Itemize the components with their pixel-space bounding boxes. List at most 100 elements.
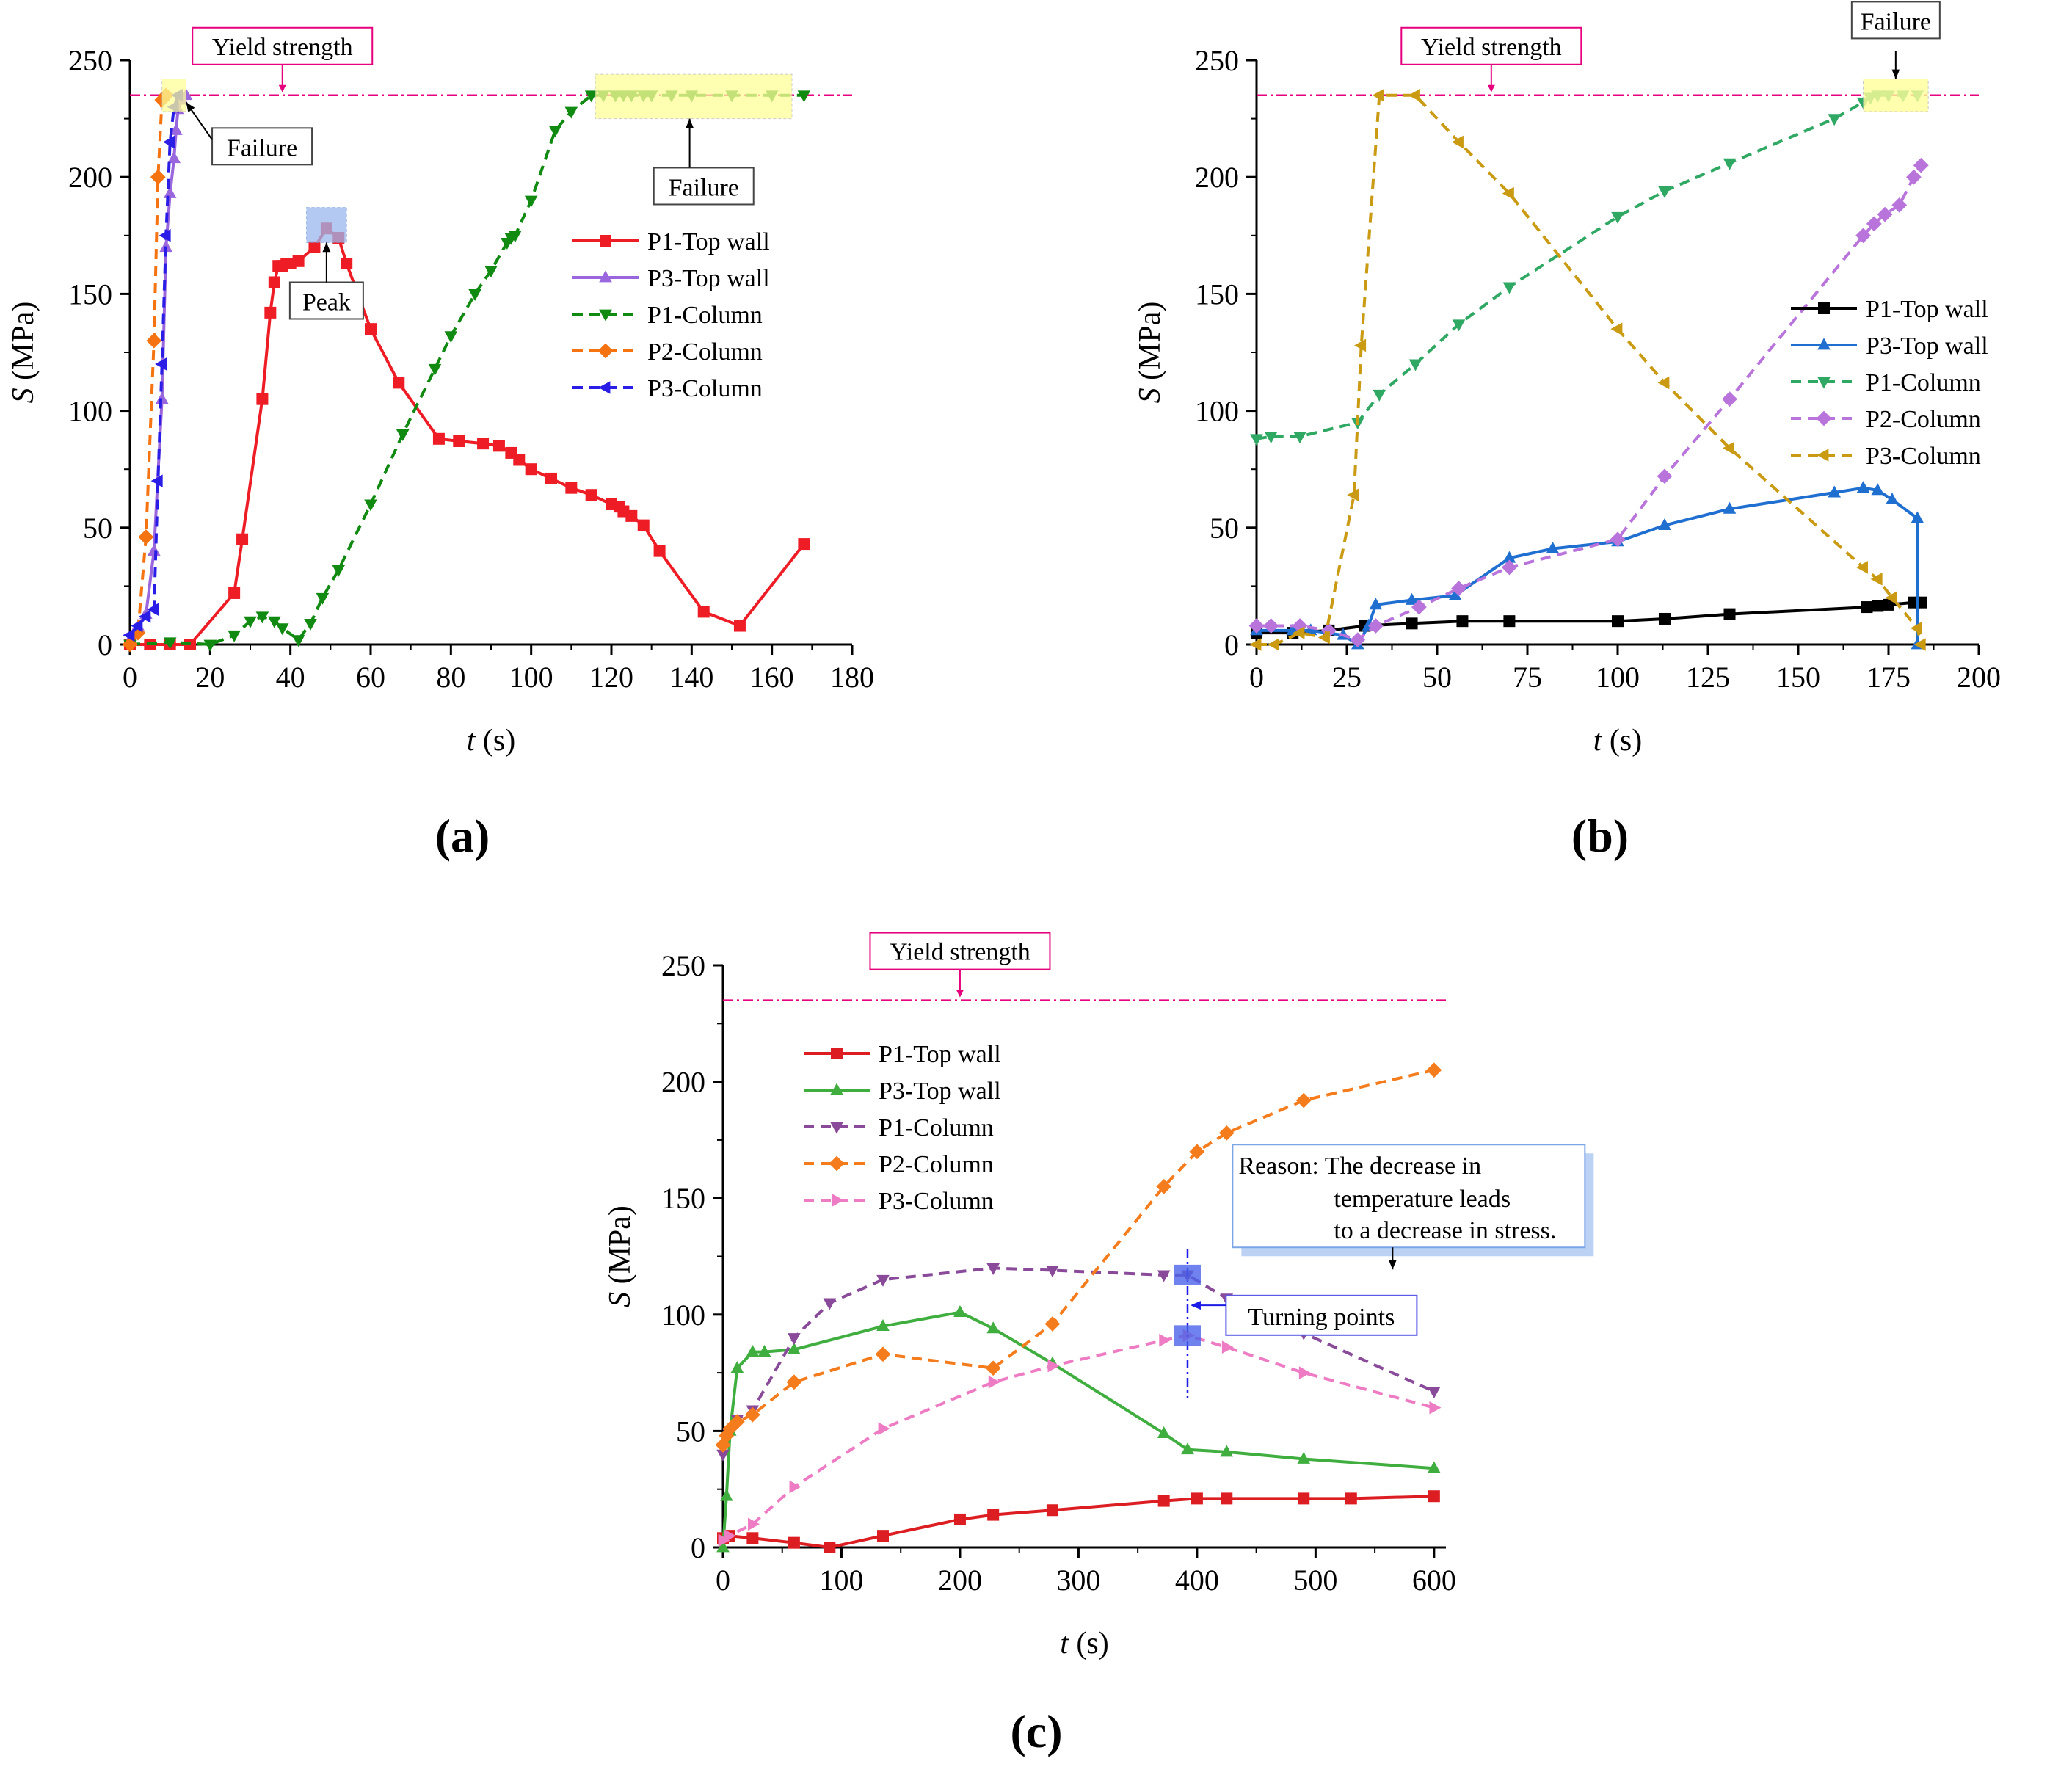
x-tick-label: 180 [830, 661, 874, 694]
legend-label: P2-Column [879, 1151, 994, 1178]
series-line [129, 93, 804, 646]
data-point [1611, 211, 1624, 224]
data-point [256, 393, 269, 405]
x-tick-label: 500 [1293, 1564, 1337, 1597]
data-point [986, 1321, 1000, 1334]
legend-marker [1817, 338, 1831, 350]
data-point [159, 229, 171, 242]
data-point [637, 519, 650, 531]
data-point [291, 635, 305, 647]
yield-label: Yield strength [1400, 26, 1582, 92]
series-p2-column [1248, 157, 1929, 648]
data-point [1855, 561, 1868, 574]
series-p3-column [718, 1329, 1442, 1547]
data-point [1248, 618, 1265, 634]
data-point [146, 333, 162, 349]
x-tick-label: 100 [509, 661, 553, 694]
x-tick-label: 0 [1249, 661, 1264, 694]
data-point [1871, 483, 1885, 496]
y-tick-label: 250 [1195, 44, 1239, 77]
data-point [1044, 1316, 1061, 1332]
data-point [513, 454, 526, 466]
data-point [525, 463, 537, 476]
reason-arrow-head [1388, 1260, 1397, 1270]
data-point [244, 616, 257, 628]
yield-label: Yield strength [869, 932, 1051, 998]
data-point [1502, 559, 1517, 576]
data-point [1828, 485, 1841, 498]
x-tick-label: 20 [195, 661, 225, 694]
x-tick-label: 75 [1513, 661, 1542, 694]
yield-label-box [869, 932, 1051, 970]
data-point [139, 609, 151, 623]
turning-point-1 [1174, 1264, 1201, 1285]
legend-label: P1-Top wall [879, 1041, 1001, 1068]
failure-callout-2-box [653, 167, 755, 206]
series-line [1256, 93, 1918, 440]
data-point [986, 1263, 1000, 1275]
peak-callout-box [288, 281, 364, 320]
yield-label-box [192, 26, 374, 65]
y-tick-label: 250 [661, 949, 705, 982]
data-point [724, 1529, 736, 1542]
legend-marker [1816, 410, 1832, 426]
data-point [719, 1428, 735, 1444]
data-point [268, 616, 281, 628]
data-point [1263, 618, 1279, 634]
data-point [1408, 359, 1422, 371]
data-point [1191, 1492, 1203, 1505]
data-point [170, 123, 183, 135]
data-point [1354, 338, 1367, 352]
legend-label: P1-Top wall [647, 228, 770, 255]
failure-callout-1-text: Failure [227, 134, 297, 161]
chart-a: 0 20 40 60 80 100 120 140 160 180 0 50 100 150 200 250 t… [7, 26, 874, 862]
data-point [264, 306, 277, 319]
data-point [492, 440, 505, 452]
panel-label: (c) [1010, 1705, 1062, 1757]
data-point [987, 1509, 1000, 1521]
yield-label-box [1400, 26, 1582, 65]
data-point [1866, 216, 1882, 232]
data-point [733, 620, 746, 632]
data-point [1913, 638, 1926, 651]
legend-label: P2-Column [1866, 406, 1981, 433]
data-point [585, 489, 597, 501]
y-tick-label: 200 [661, 1066, 705, 1099]
x-tick-label: 0 [716, 1564, 730, 1597]
legend-label: P3-Top wall [879, 1078, 1001, 1105]
legend-label: P3-Column [1866, 443, 1981, 470]
series-p1-top-wall [124, 222, 810, 650]
failure-callout: Failure [1850, 1, 1941, 40]
data-point [548, 126, 562, 138]
legend-item: P1-Top wall [804, 1041, 1001, 1068]
data-point [545, 472, 557, 484]
legend-item: P3-Top wall [804, 1078, 1001, 1105]
data-point [524, 195, 538, 208]
y-tick-label: 200 [68, 161, 112, 194]
data-point [565, 482, 578, 494]
legend-label: P1-Top wall [1866, 296, 1988, 323]
data-point [1293, 432, 1306, 444]
y-tick-label: 0 [691, 1531, 705, 1564]
data-point [444, 331, 458, 344]
data-point [1156, 1178, 1172, 1194]
data-point [1657, 376, 1670, 390]
yield-label: Yield strength [192, 26, 374, 92]
data-point [1157, 1495, 1170, 1507]
x-axis-label-unit: (s) [1069, 1627, 1109, 1660]
data-point [364, 499, 377, 512]
legend-item: P1-Column [572, 302, 763, 329]
legend-label: P1-Column [647, 302, 763, 329]
axes: 0 25 50 75 100 125 150 175 200 0 50 100 150 200 250 [1195, 44, 2001, 694]
data-point [432, 432, 445, 445]
axes: 0 20 40 60 80 100 120 140 160 180 0 50 100 150 200 250 [68, 44, 874, 694]
data-point [824, 1542, 836, 1553]
data-point [584, 90, 598, 103]
data-point [1658, 186, 1671, 198]
legend-marker [831, 1048, 843, 1059]
data-point [564, 106, 578, 119]
panel-label: (b) [1571, 810, 1629, 862]
axes: 0 100 200 300 400 500 600 0 50 100 150 200 250 [661, 949, 1456, 1597]
data-point [1220, 1445, 1234, 1457]
x-axis-label-symbol: t [1060, 1627, 1069, 1660]
